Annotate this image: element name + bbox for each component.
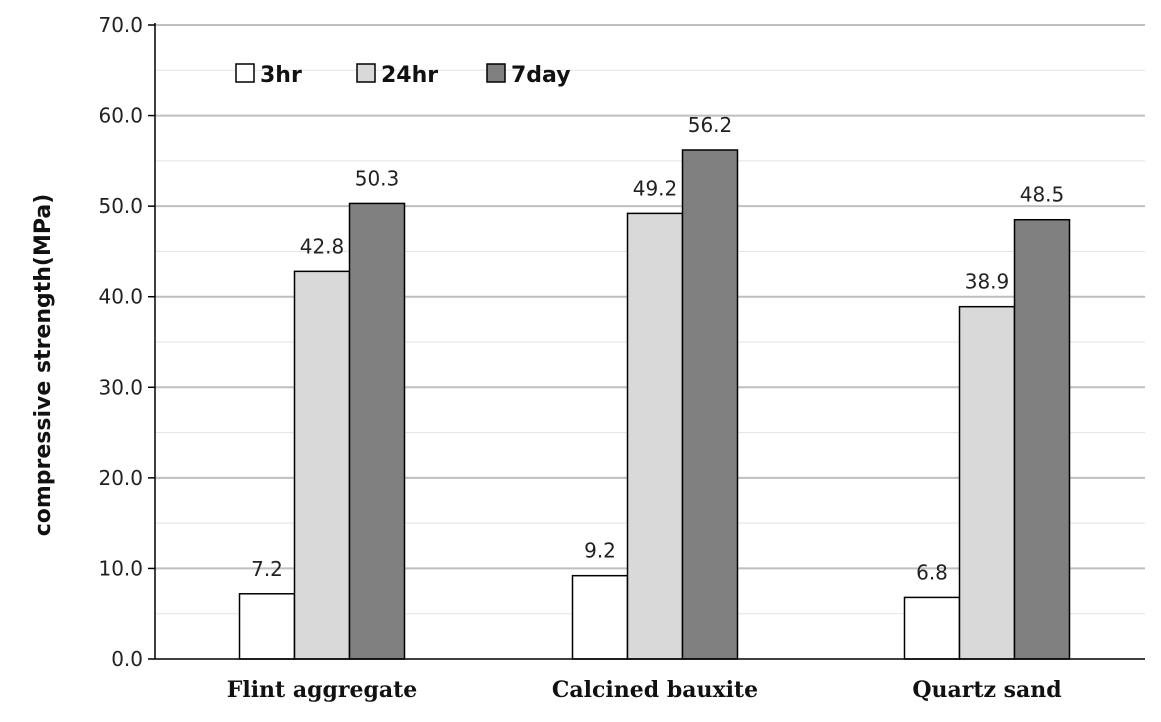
y-tick-label: 30.0 <box>98 375 143 399</box>
data-label: 50.3 <box>355 166 400 190</box>
data-label: 42.8 <box>300 234 345 258</box>
bar-3hr-calcined-bauxite <box>571 574 629 660</box>
data-labels: 7.2 42.8 50.3 9.2 49.2 56.2 6.8 38.9 48.5 <box>251 113 1064 584</box>
data-label: 7.2 <box>251 557 283 581</box>
data-label: 48.5 <box>1020 183 1065 207</box>
legend: 3hr 24hr 7day <box>235 63 571 88</box>
y-tick-label: 70.0 <box>98 13 143 37</box>
y-tick-label: 50.0 <box>98 194 143 218</box>
x-tick-label: Calcined bauxite <box>552 677 758 703</box>
bar-24hr-calcined-bauxite <box>626 212 684 660</box>
y-axis-label: compressive strength(MPa) <box>31 194 56 537</box>
bar-7day-calcined-bauxite <box>681 149 739 660</box>
x-tick-label: Flint aggregate <box>227 677 418 703</box>
y-tick-label: 60.0 <box>98 104 143 128</box>
data-label: 38.9 <box>965 270 1010 294</box>
bar-3hr-flint-aggregate <box>238 593 296 660</box>
y-tick-label: 0.0 <box>111 647 143 671</box>
legend-label-3hr: 3hr <box>260 63 302 88</box>
tick-labels: 0.0 10.0 20.0 30.0 40.0 50.0 60.0 70.0 Flint agg… <box>98 13 1061 703</box>
x-tick-label: Quartz sand <box>912 677 1061 703</box>
legend-swatch-7day <box>486 63 506 83</box>
data-label: 9.2 <box>584 539 616 563</box>
y-tick-label: 10.0 <box>98 556 143 580</box>
bar-7day-flint-aggregate <box>348 202 406 660</box>
data-label: 56.2 <box>688 113 733 137</box>
data-label: 49.2 <box>633 176 678 200</box>
data-label: 6.8 <box>916 560 948 584</box>
legend-label-7day: 7day <box>511 63 571 88</box>
axes <box>148 23 1145 660</box>
legend-swatch-24hr <box>356 63 376 83</box>
bar-7day-quartz-sand <box>1013 218 1071 660</box>
bars <box>238 149 1071 660</box>
y-tick-label: 20.0 <box>98 466 143 490</box>
bar-3hr-quartz-sand <box>903 596 961 660</box>
bar-24hr-flint-aggregate <box>293 270 351 660</box>
legend-label-24hr: 24hr <box>381 63 438 88</box>
bar-24hr-quartz-sand <box>958 305 1016 660</box>
y-tick-label: 40.0 <box>98 285 143 309</box>
legend-swatch-3hr <box>235 63 255 83</box>
